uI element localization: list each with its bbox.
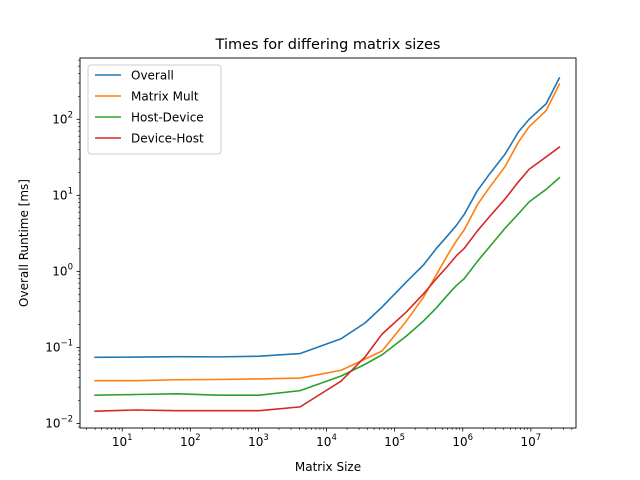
x-tick-label: 104	[316, 433, 337, 449]
y-axis-ticks: 10−2 10−1 100 101 102	[45, 59, 80, 430]
x-tick-label: 103	[248, 433, 269, 449]
x-axis-title: Matrix Size	[295, 460, 361, 474]
series-line-overall	[94, 76, 561, 359]
series-line-host-device	[94, 176, 561, 397]
legend-label: Matrix Mult	[131, 90, 199, 104]
y-tick-label: 10−2	[45, 414, 73, 430]
x-tick-label: 105	[384, 433, 405, 449]
x-tick-label: 107	[521, 433, 542, 449]
legend-box	[87, 64, 222, 155]
y-tick-label: 101	[52, 186, 73, 202]
y-tick-label: 10−1	[45, 338, 73, 354]
legend-label: Overall	[131, 69, 174, 83]
plot-frame	[79, 57, 577, 429]
legend-label: Device-Host	[131, 132, 204, 146]
x-axis-ticks: 101 102 103 104 105 106 107	[86, 428, 573, 449]
y-tick-label: 100	[52, 262, 73, 278]
y-tick-label: 102	[52, 110, 73, 126]
chart-title: Times for differing matrix sizes	[215, 37, 441, 53]
legend: Overall Matrix Mult Host-Device Device-Host	[87, 64, 222, 155]
series-line-device-host	[94, 146, 561, 412]
x-tick-label: 101	[112, 433, 133, 449]
x-tick-label: 106	[452, 433, 473, 449]
series-layer	[94, 76, 561, 412]
legend-label: Host-Device	[131, 111, 204, 125]
x-tick-label: 102	[180, 433, 201, 449]
y-axis-title: Overall Runtime [ms]	[17, 179, 31, 307]
